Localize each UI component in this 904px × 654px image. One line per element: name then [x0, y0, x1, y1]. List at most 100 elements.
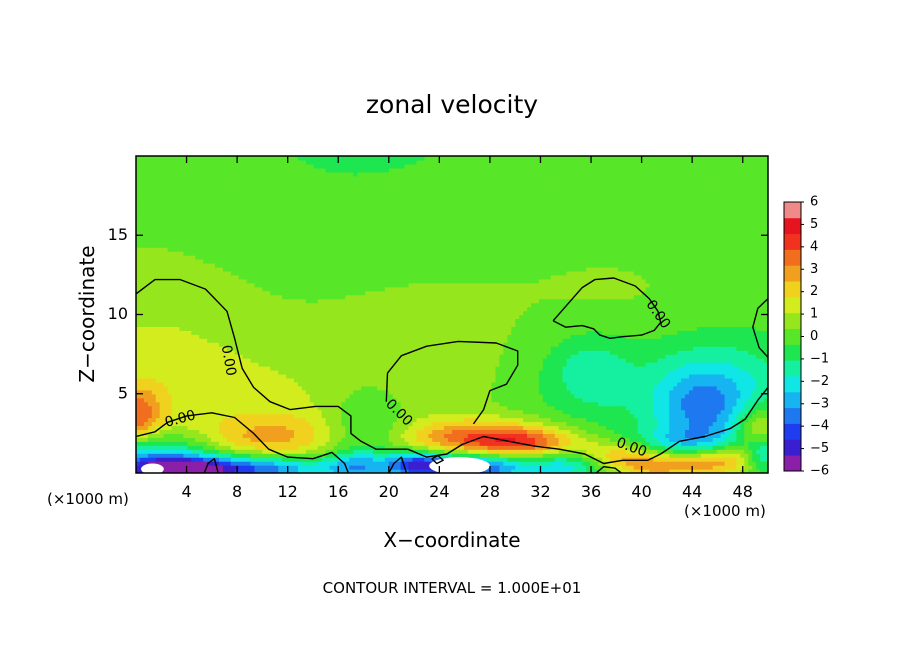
field-cell [226, 449, 232, 454]
field-cell [376, 465, 382, 470]
field-cell [542, 354, 548, 359]
field-cell [499, 457, 504, 462]
field-cell [412, 373, 418, 379]
field-cell [602, 397, 607, 403]
field-cell [712, 465, 718, 470]
field-cell [503, 397, 508, 403]
field-cell [325, 433, 331, 438]
field-cell [258, 461, 263, 466]
field-cell [215, 445, 220, 450]
field-cell [752, 409, 757, 415]
field-cell [685, 433, 690, 438]
field-cell [566, 373, 572, 379]
field-cell [187, 445, 192, 450]
field-cell [412, 445, 418, 450]
field-cell [594, 453, 599, 458]
field-cell [598, 366, 603, 371]
field-cell [416, 417, 421, 423]
field-cell [199, 441, 204, 446]
field-cell [147, 385, 153, 391]
field-cell [649, 413, 655, 419]
field-cell [740, 362, 745, 367]
field-cell [325, 377, 331, 383]
field-cell [187, 362, 192, 367]
field-cell [495, 377, 500, 383]
field-cell [574, 441, 579, 446]
field-cell [211, 413, 216, 419]
field-cell [499, 369, 504, 375]
field-cell [523, 445, 528, 450]
field-cell [416, 433, 421, 438]
field-cell [250, 437, 256, 442]
field-cell [412, 358, 418, 363]
field-cell [760, 445, 765, 450]
field-cell [222, 350, 228, 355]
field-cell [392, 366, 398, 371]
field-cell [440, 417, 445, 423]
field-cell [242, 366, 248, 371]
field-cell [297, 389, 303, 395]
field-cell [538, 389, 544, 395]
field-cell [230, 445, 236, 450]
field-cell [487, 350, 493, 355]
field-cell [491, 358, 497, 363]
field-cell [685, 429, 690, 434]
field-cell [408, 417, 414, 423]
field-cell [499, 393, 504, 399]
field-cell [396, 366, 402, 371]
field-cell [479, 425, 485, 431]
field-cell [531, 421, 536, 427]
field-cell [531, 401, 536, 407]
field-cell [404, 445, 410, 450]
field-cell [388, 393, 394, 399]
field-cell [554, 449, 560, 454]
field-cell [578, 449, 583, 454]
field-cell [550, 385, 556, 391]
field-cell [309, 425, 315, 431]
field-cell [215, 437, 220, 442]
field-cell [538, 413, 544, 419]
field-cell [728, 385, 734, 391]
field-cell [625, 453, 631, 458]
field-cell [681, 469, 686, 473]
field-cell [392, 421, 398, 427]
field-cell [274, 350, 279, 355]
field-cell [376, 469, 382, 473]
field-cell [179, 417, 184, 423]
field-cell [708, 461, 714, 466]
field-cell [313, 405, 319, 411]
field-cell [574, 401, 579, 407]
field-cell [728, 469, 734, 473]
field-cell [361, 350, 366, 355]
field-cell [207, 381, 212, 387]
field-cell [542, 457, 548, 462]
field-cell [487, 401, 493, 407]
field-cell [562, 381, 568, 387]
field-cell [542, 453, 548, 458]
field-cell [309, 429, 315, 434]
field-cell [527, 421, 532, 427]
field-cell [222, 441, 228, 446]
field-cell [712, 457, 718, 462]
field-cell [625, 417, 631, 423]
field-cell [136, 429, 141, 434]
field-cell [728, 373, 734, 379]
field-cell [325, 437, 331, 442]
field-cell [590, 421, 595, 427]
field-cell [558, 389, 564, 395]
field-cell [250, 433, 256, 438]
field-cell [681, 397, 686, 403]
field-cell [570, 385, 576, 391]
field-cell [309, 401, 315, 407]
field-cell [353, 350, 358, 355]
field-cell [685, 362, 690, 367]
field-cell [388, 354, 394, 359]
field-cell [463, 437, 469, 442]
field-cell [440, 437, 445, 442]
field-cell [412, 469, 418, 473]
field-cell [602, 413, 607, 419]
field-cell [669, 393, 674, 399]
field-cell [491, 441, 497, 446]
field-cell [226, 358, 232, 363]
field-cell [234, 421, 240, 427]
